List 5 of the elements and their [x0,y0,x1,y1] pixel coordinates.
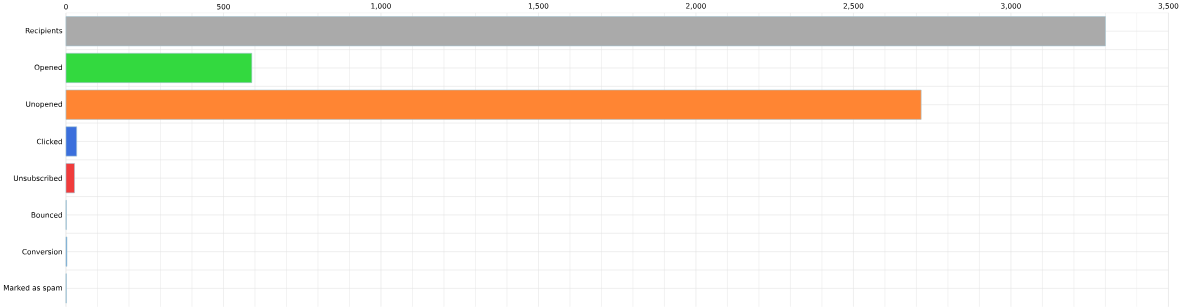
bar [65,126,77,157]
bar [65,16,1106,47]
bar [65,163,75,194]
bar [65,89,922,120]
bar [65,52,253,83]
